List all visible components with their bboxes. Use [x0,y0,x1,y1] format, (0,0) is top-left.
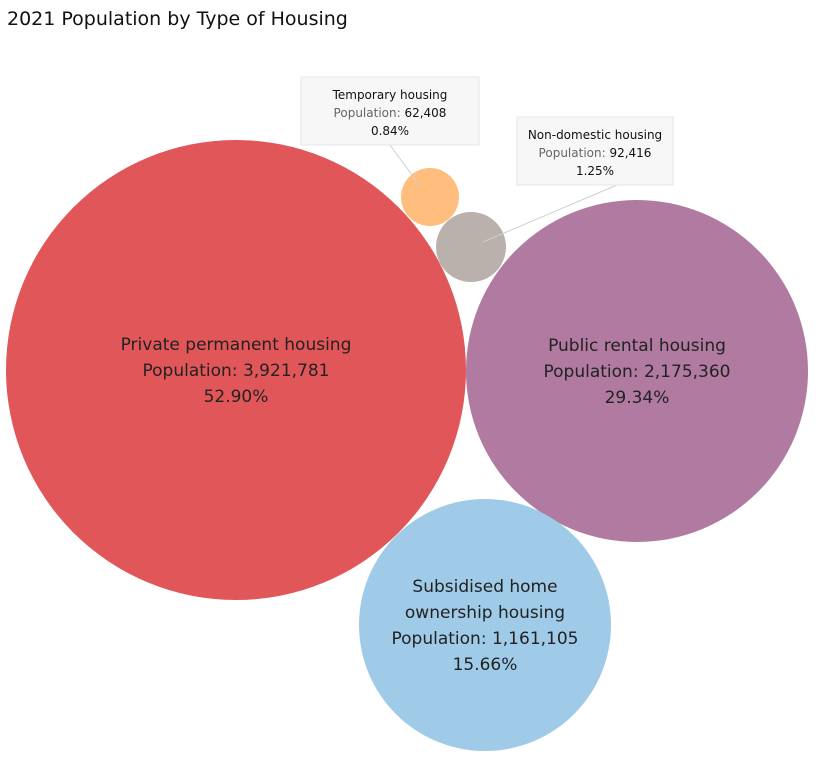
callout-line-temporary-housing [389,144,421,187]
callout-box-non-domestic-housing [516,116,674,186]
callout-box-temporary-housing [300,76,480,146]
bubble-temporary-housing[interactable] [401,168,459,226]
callout-value-temporary-housing: Population: 62,408 [334,106,447,120]
bubble-label-private-permanent-housing-2: 52.90% [204,387,269,407]
bubble-label-subsidised-home-ownership-housing-1: ownership housing [405,603,565,623]
callout-line-non-domestic-housing [482,184,618,243]
bubble-label-subsidised-home-ownership-housing-3: 15.66% [453,655,518,675]
callout-title-non-domestic-housing: Non-domestic housing [528,128,662,142]
callout-title-temporary-housing: Temporary housing [332,88,448,102]
bubble-label-public-rental-housing-1: Population: 2,175,360 [544,362,731,382]
callout-percent-temporary-housing: 0.84% [371,124,409,138]
callout-value-non-domestic-housing: Population: 92,416 [539,146,652,160]
bubble-label-subsidised-home-ownership-housing-2: Population: 1,161,105 [392,629,579,649]
bubble-label-subsidised-home-ownership-housing-0: Subsidised home [412,577,557,597]
bubble-private-permanent-housing[interactable] [6,140,466,600]
bubble-label-private-permanent-housing-1: Population: 3,921,781 [143,361,330,381]
chart-title: 2021 Population by Type of Housing [7,8,348,30]
bubble-label-private-permanent-housing-0: Private permanent housing [121,335,352,355]
bubble-label-public-rental-housing-0: Public rental housing [548,336,726,356]
bubble-public-rental-housing[interactable] [466,200,808,542]
bubble-label-public-rental-housing-2: 29.34% [605,388,670,408]
callout-percent-non-domestic-housing: 1.25% [576,164,614,178]
bubble-non-domestic-housing[interactable] [436,212,506,282]
bubble-subsidised-home-ownership-housing[interactable] [359,499,611,751]
